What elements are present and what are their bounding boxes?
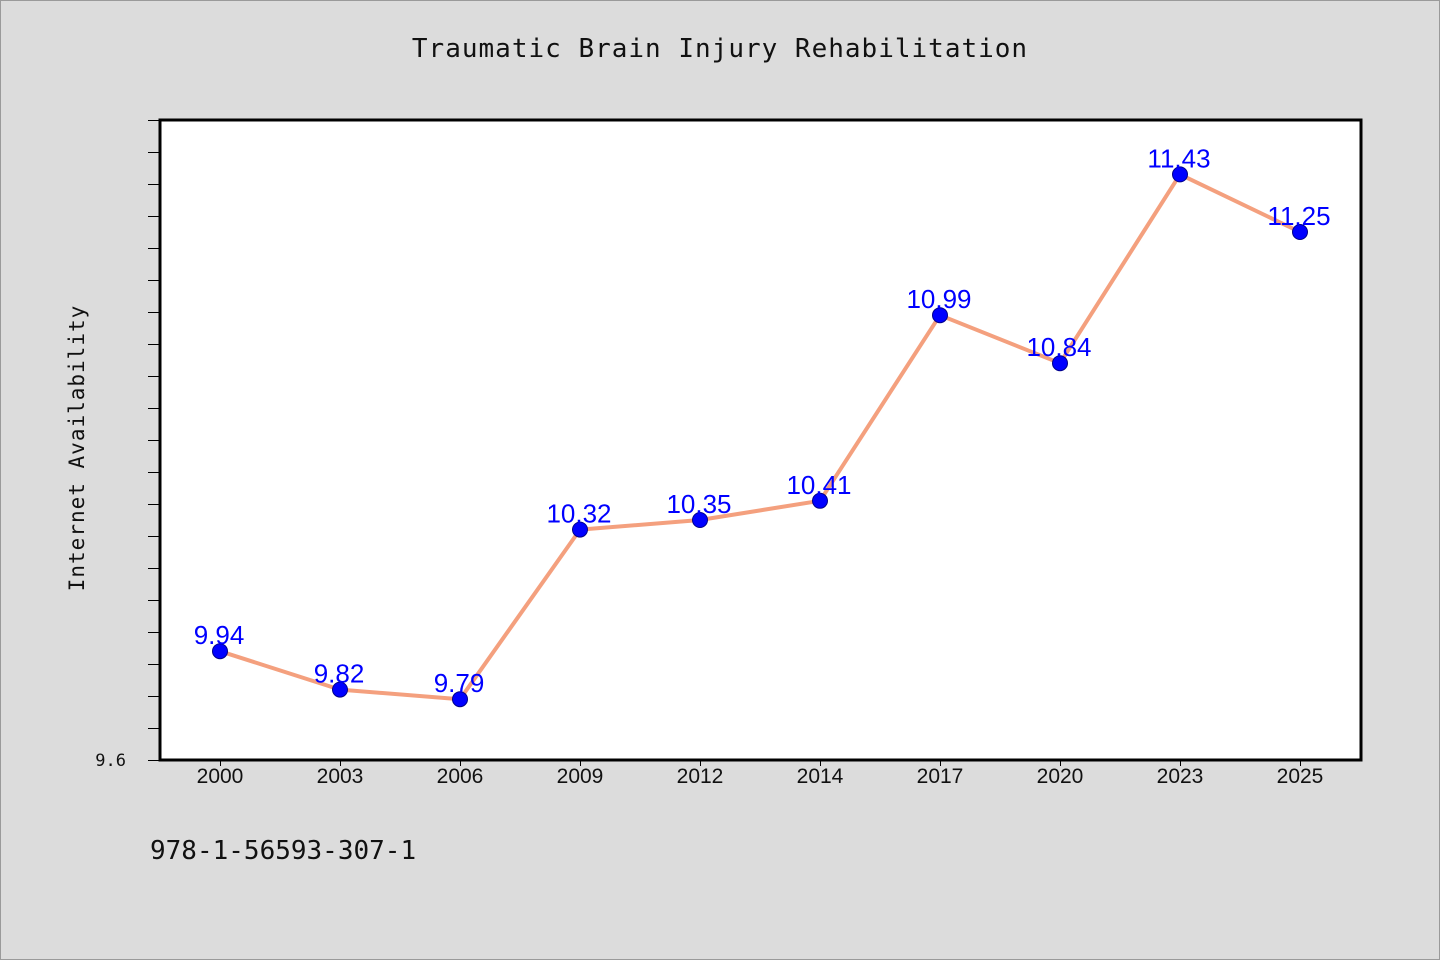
data-label: 10.41 (786, 470, 851, 500)
x-tick-label: 2003 (317, 765, 364, 788)
data-label: 9.94 (194, 620, 245, 650)
series-line (219, 172, 1301, 702)
data-label: 10.35 (666, 489, 731, 519)
series-layer (212, 166, 1308, 708)
plot-area (158, 118, 1363, 762)
isbn-footnote: 978-1-56593-307-1 (150, 836, 417, 866)
x-tick-label: 2025 (1277, 765, 1324, 788)
data-point-marker (1052, 355, 1068, 372)
data-label-layer: 9.94 9.82 9.79 10.32 10.35 10.41 10.99 10.84 11.… (194, 143, 1331, 698)
data-label: 10.99 (906, 284, 971, 314)
data-point-marker (1172, 166, 1188, 183)
x-tick-label: 2020 (1037, 765, 1084, 788)
data-point-marker (812, 492, 828, 509)
data-point-marker (572, 521, 588, 538)
data-point-marker (212, 643, 228, 660)
x-tick-label: 2009 (557, 765, 604, 788)
data-point-marker (692, 512, 708, 528)
data-label: 10.32 (546, 499, 611, 529)
chart-title: Traumatic Brain Injury Rehabilitation (411, 34, 1029, 64)
x-tick-label: 2012 (677, 765, 724, 788)
data-label: 9.82 (314, 659, 365, 689)
y-tick-label: 9.6 (95, 751, 126, 771)
data-point-marker (1292, 224, 1308, 240)
x-tick-label: 2014 (797, 765, 844, 788)
data-label: 10.84 (1026, 332, 1091, 362)
y-axis-ticks: 9.6 (95, 120, 160, 771)
x-tick-label: 2017 (917, 765, 964, 788)
x-tick-label: 2000 (197, 765, 244, 788)
x-axis-ticks: 2000 2003 2006 2009 2012 2014 2017 2020 2023 2025 (197, 760, 1324, 788)
data-point-marker (932, 307, 948, 324)
data-point-marker (452, 691, 468, 708)
x-tick-label: 2023 (1157, 765, 1204, 788)
data-label: 11.43 (1147, 143, 1210, 173)
x-tick-label: 2006 (437, 765, 484, 788)
data-label: 11.25 (1267, 201, 1330, 231)
data-label: 9.79 (434, 668, 485, 698)
data-point-marker (332, 681, 348, 698)
